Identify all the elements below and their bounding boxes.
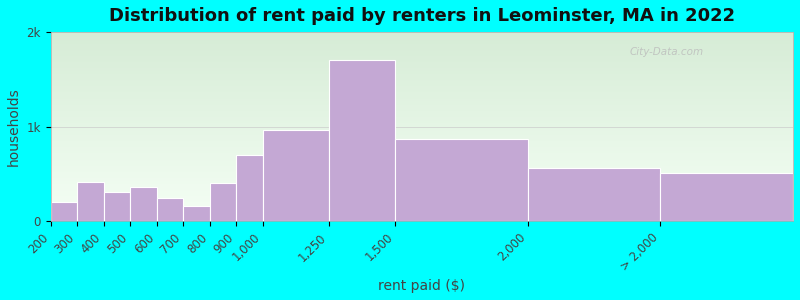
Bar	[661, 173, 793, 221]
Title: Distribution of rent paid by renters in Leominster, MA in 2022: Distribution of rent paid by renters in …	[109, 7, 735, 25]
Bar	[104, 192, 130, 221]
Bar	[157, 198, 183, 221]
Bar	[395, 139, 528, 221]
Bar	[130, 187, 157, 221]
Bar	[183, 206, 210, 221]
Text: City-Data.com: City-Data.com	[630, 47, 704, 57]
Bar	[236, 155, 262, 221]
Bar	[50, 202, 77, 221]
Bar	[77, 182, 104, 221]
Y-axis label: households: households	[7, 87, 21, 166]
Bar	[262, 130, 329, 221]
Bar	[210, 182, 236, 221]
X-axis label: rent paid ($): rent paid ($)	[378, 279, 466, 293]
Bar	[528, 168, 661, 221]
Bar	[329, 60, 395, 221]
